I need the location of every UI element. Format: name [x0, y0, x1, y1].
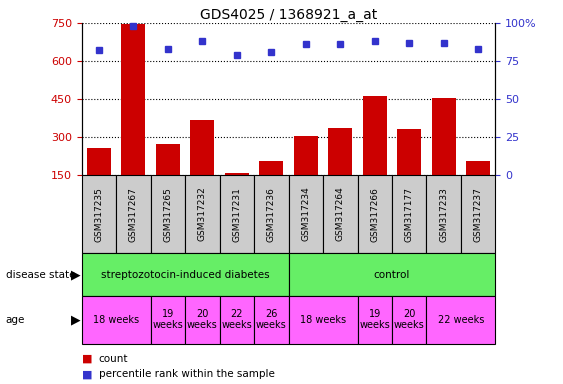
Bar	[328, 128, 352, 213]
Text: 19
weeks: 19 weeks	[153, 309, 183, 331]
Bar	[363, 96, 387, 213]
Text: GSM317235: GSM317235	[95, 187, 104, 242]
Text: GSM317267: GSM317267	[129, 187, 138, 242]
Bar	[87, 148, 111, 213]
Bar	[121, 24, 145, 213]
Text: ▶: ▶	[71, 313, 81, 326]
Text: 18 weeks: 18 weeks	[300, 314, 346, 325]
Text: disease state: disease state	[6, 270, 75, 280]
Text: GSM317264: GSM317264	[336, 187, 345, 242]
Text: GSM317237: GSM317237	[473, 187, 482, 242]
Text: 19
weeks: 19 weeks	[359, 309, 390, 331]
Bar	[259, 161, 283, 213]
Bar	[156, 144, 180, 213]
Text: 22 weeks: 22 weeks	[438, 314, 484, 325]
Text: ■: ■	[82, 354, 92, 364]
Bar	[190, 120, 215, 213]
Text: GSM317231: GSM317231	[233, 187, 242, 242]
Text: 26
weeks: 26 weeks	[256, 309, 287, 331]
Text: count: count	[99, 354, 128, 364]
Text: ▶: ▶	[71, 268, 81, 281]
Text: GSM317236: GSM317236	[267, 187, 276, 242]
Text: GSM317234: GSM317234	[301, 187, 310, 242]
Text: control: control	[374, 270, 410, 280]
Text: age: age	[6, 314, 25, 325]
Bar	[397, 129, 421, 213]
Title: GDS4025 / 1368921_a_at: GDS4025 / 1368921_a_at	[200, 8, 377, 22]
Text: GSM317265: GSM317265	[163, 187, 172, 242]
Bar	[294, 136, 318, 213]
Bar	[432, 98, 456, 213]
Text: streptozotocin-induced diabetes: streptozotocin-induced diabetes	[101, 270, 270, 280]
Text: GSM317233: GSM317233	[439, 187, 448, 242]
Text: 22
weeks: 22 weeks	[221, 309, 252, 331]
Text: 20
weeks: 20 weeks	[394, 309, 425, 331]
Bar	[225, 174, 249, 213]
Text: GSM317177: GSM317177	[405, 187, 414, 242]
Text: 18 weeks: 18 weeks	[93, 314, 139, 325]
Text: GSM317266: GSM317266	[370, 187, 379, 242]
Text: 20
weeks: 20 weeks	[187, 309, 218, 331]
Text: ■: ■	[82, 369, 92, 379]
Text: percentile rank within the sample: percentile rank within the sample	[99, 369, 274, 379]
Text: GSM317232: GSM317232	[198, 187, 207, 242]
Bar	[466, 161, 490, 213]
